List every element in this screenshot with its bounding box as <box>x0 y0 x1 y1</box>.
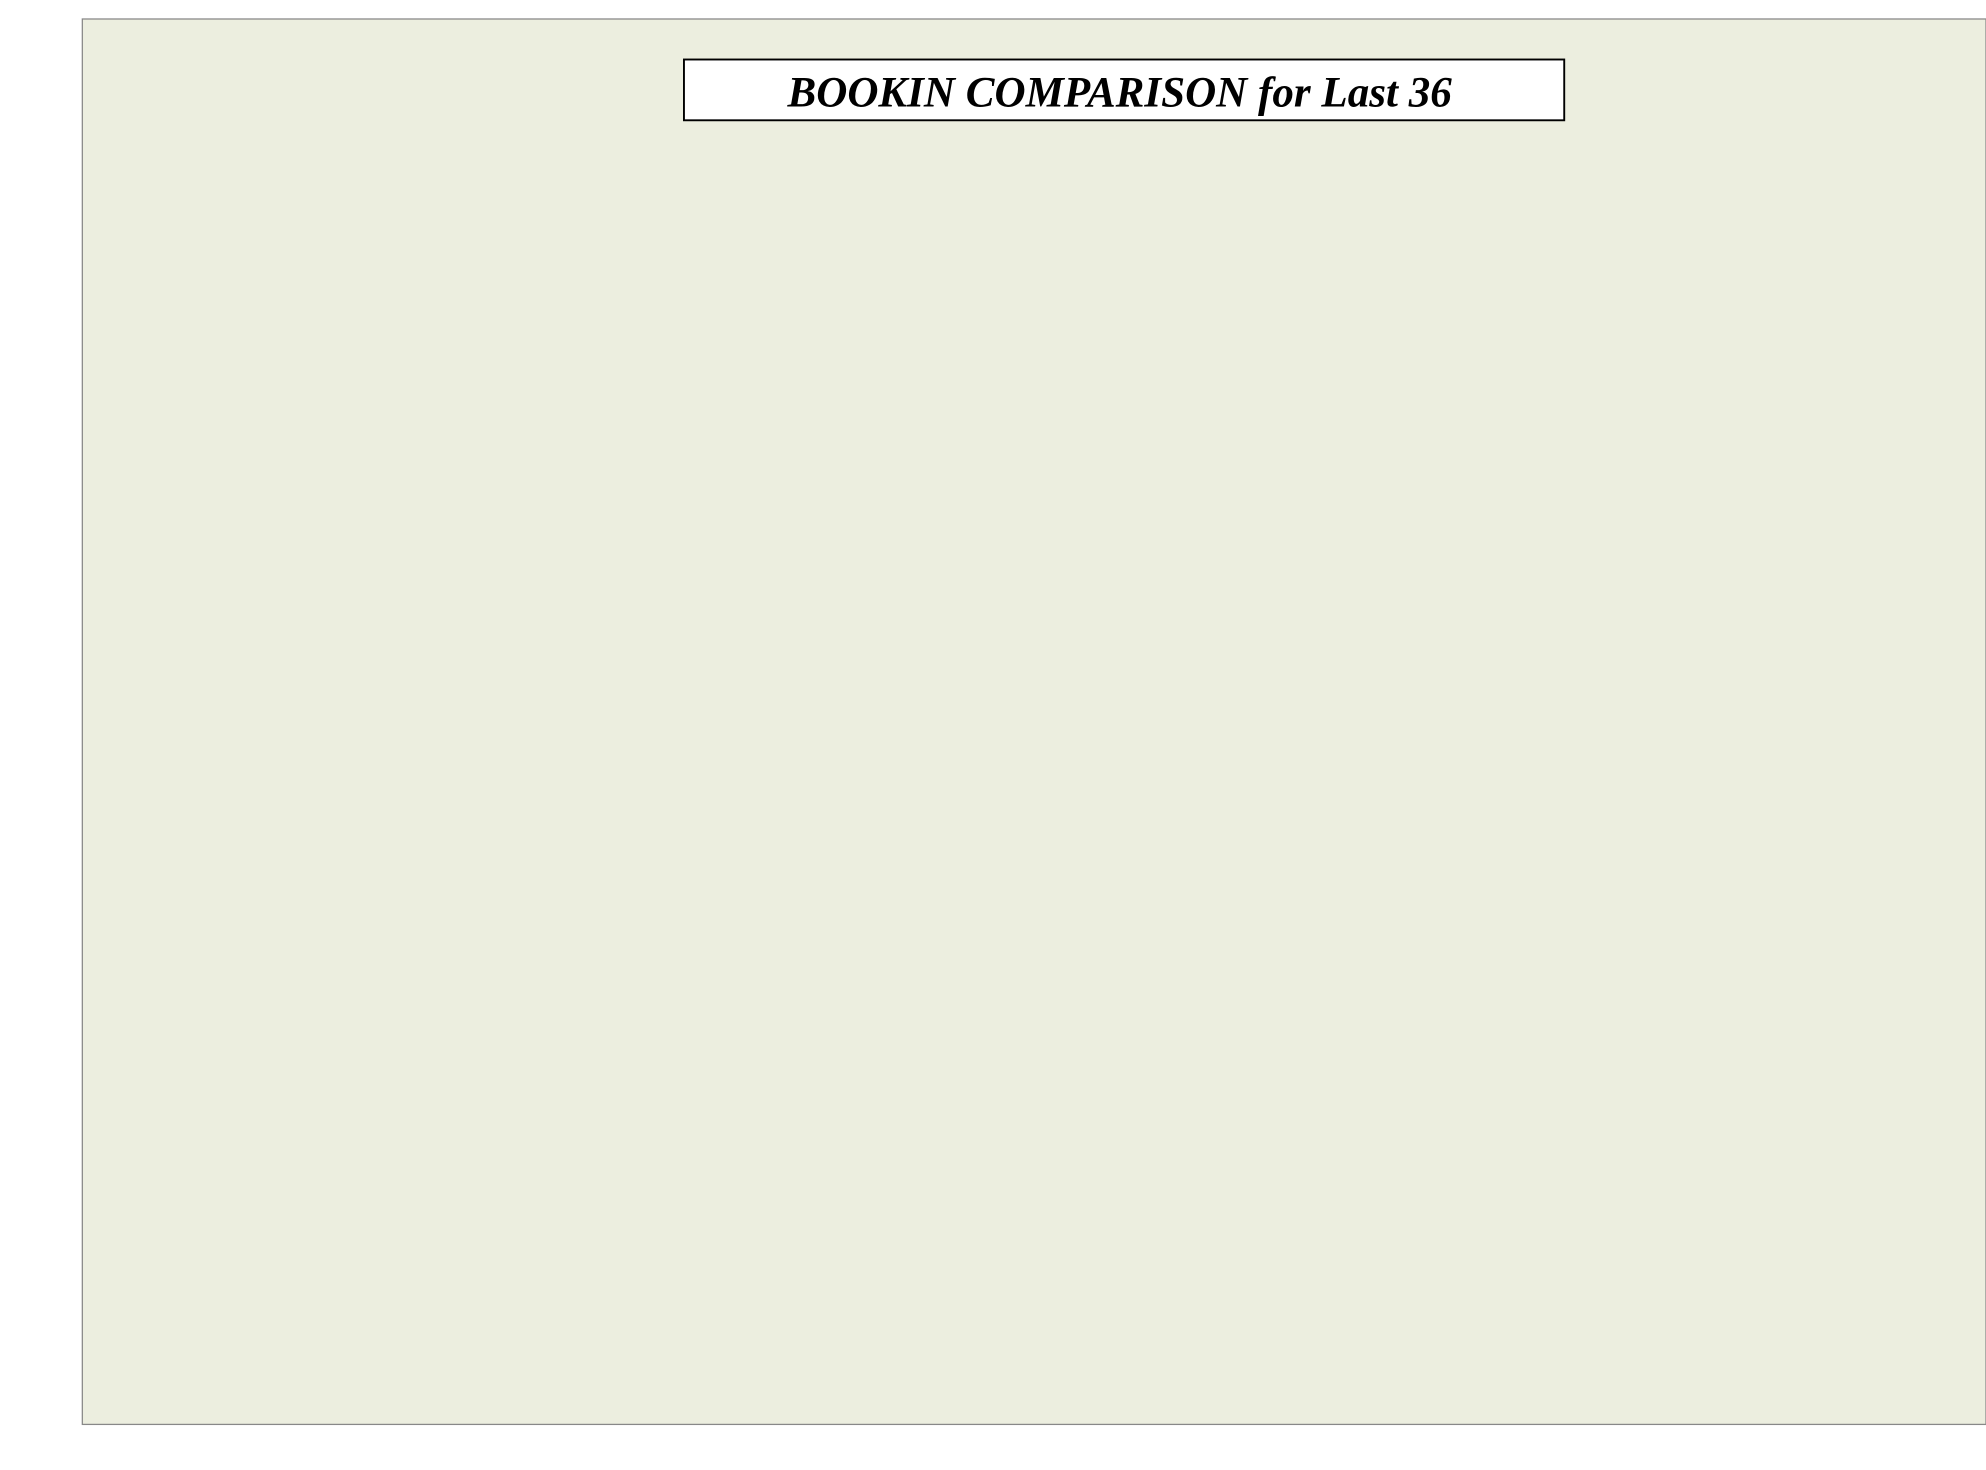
plot-area <box>81 18 1986 1426</box>
chart-title: BOOKIN COMPARISON for Last 36 <box>787 69 1453 116</box>
title-box <box>683 58 1566 122</box>
